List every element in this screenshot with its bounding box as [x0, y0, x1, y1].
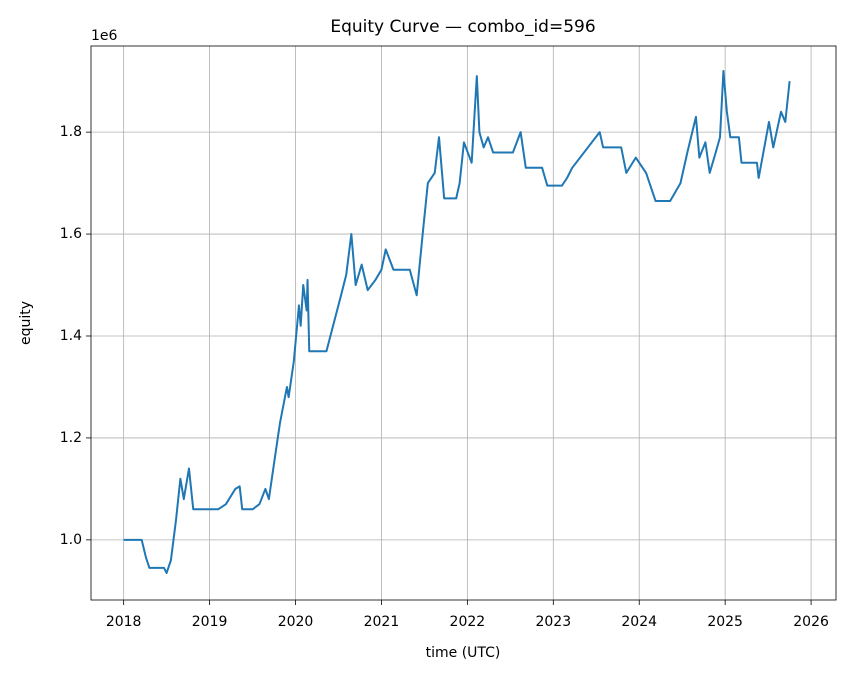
- chart-title: Equity Curve — combo_id=596: [330, 17, 595, 37]
- x-tick-label: 2019: [192, 614, 228, 630]
- x-tick-label: 2023: [535, 614, 571, 630]
- y-axis-label: equity: [18, 301, 34, 345]
- y-tick-label: 1.2: [60, 430, 82, 446]
- x-tick-label: 2018: [106, 614, 142, 630]
- y-tick-label: 1.8: [60, 124, 82, 140]
- y-tick-label: 1.6: [60, 226, 82, 242]
- x-axis-label: time (UTC): [426, 645, 501, 661]
- x-tick-label: 2021: [364, 614, 400, 630]
- x-tick-label: 2026: [793, 614, 829, 630]
- equity-line: [123, 69, 791, 574]
- x-tick-label: 2025: [707, 614, 743, 630]
- plot-frame: [90, 45, 837, 601]
- x-tick-label: 2022: [450, 614, 486, 630]
- x-tick-label: 2020: [278, 614, 314, 630]
- x-tick-label: 2024: [621, 614, 657, 630]
- y-tick-label: 1.4: [60, 328, 82, 344]
- y-tick-label: 1.0: [60, 532, 82, 548]
- y-offset-label: 1e6: [91, 28, 118, 44]
